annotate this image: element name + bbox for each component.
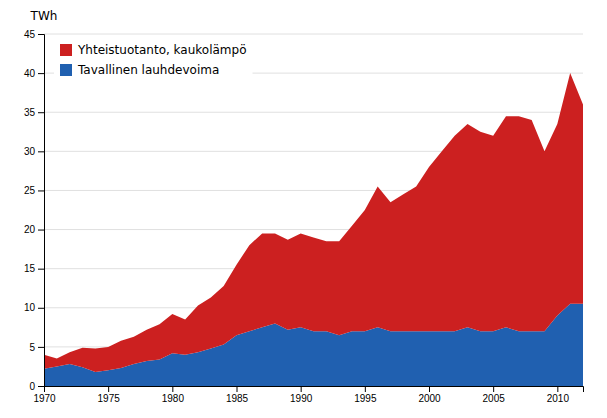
y-tick: 20: [24, 224, 44, 235]
legend-item: Yhteistuotanto, kaukolämpö: [60, 43, 247, 57]
chart: 1970 1975 1980 1985 1990 1995 2000 2005 2010 0 5 10…: [0, 0, 607, 418]
grid-line: [44, 112, 583, 113]
x-tick-label: 1975: [98, 393, 121, 404]
y-tick: 35: [24, 107, 44, 118]
x-tick: 2000: [418, 386, 441, 404]
y-tick: 40: [24, 68, 44, 79]
x-tick: 2005: [483, 386, 506, 404]
x-tick-mark: [172, 386, 173, 392]
y-tick-label: 45: [24, 29, 36, 40]
y-tick: 0: [29, 381, 44, 392]
x-axis-line: [45, 387, 584, 393]
y-tick-mark: [38, 386, 44, 387]
y-tick: 5: [29, 342, 44, 353]
x-tick-label: 1980: [162, 393, 185, 404]
y-axis: 0 5 10 15 20 25 30 35 40 45: [24, 29, 45, 392]
y-tick-label: 35: [24, 107, 36, 118]
y-tick-label: 5: [29, 342, 35, 353]
y-tick-mark: [38, 151, 44, 152]
y-tick-mark: [38, 308, 44, 309]
legend-swatch: [60, 64, 72, 76]
x-tick-mark: [108, 386, 109, 392]
y-tick-label: 40: [24, 68, 36, 79]
y-tick-label: 20: [24, 224, 36, 235]
y-tick: 25: [24, 185, 44, 196]
x-tick-mark: [365, 386, 366, 392]
legend-background: [54, 39, 253, 81]
legend-label: Tavallinen lauhdevoima: [77, 63, 219, 77]
x-tick: 1970: [33, 386, 56, 404]
y-tick-mark: [38, 230, 44, 231]
areas: [44, 73, 583, 386]
y-tick-mark: [38, 73, 44, 74]
x-tick-label: 1970: [33, 393, 56, 404]
y-axis-title: TWh: [30, 9, 58, 23]
y-tick-mark: [38, 347, 44, 348]
legend-label: Yhteistuotanto, kaukolämpö: [77, 43, 247, 57]
grid-line: [44, 34, 583, 35]
area: [44, 73, 583, 372]
x-tick-mark: [301, 386, 302, 392]
plot: 1970 1975 1980 1985 1990 1995 2000 2005 2010 0 5 10…: [24, 29, 584, 404]
y-tick-mark: [38, 34, 44, 35]
x-tick-mark: [493, 386, 494, 392]
y-tick-label: 25: [24, 185, 36, 196]
grid: [44, 34, 583, 386]
legend-swatch: [60, 44, 72, 56]
x-axis: 1970 1975 1980 1985 1990 1995 2000 2005 2010: [33, 386, 583, 404]
y-axis-line: [38, 35, 45, 387]
x-tick: 1990: [290, 386, 313, 404]
y-tick: 15: [24, 263, 44, 274]
x-tick: 1985: [226, 386, 249, 404]
x-tick: 1980: [162, 386, 185, 404]
x-tick-mark: [557, 386, 558, 392]
legend: Yhteistuotanto, kaukolämpö Tavallinen lau…: [54, 39, 253, 81]
x-tick-label: 1995: [354, 393, 377, 404]
legend-item: Tavallinen lauhdevoima: [60, 63, 219, 77]
y-tick-mark: [38, 112, 44, 113]
y-tick-mark: [38, 269, 44, 270]
x-tick-mark: [237, 386, 238, 392]
x-tick-label: 1985: [226, 393, 249, 404]
y-tick-label: 30: [24, 146, 36, 157]
y-tick-label: 15: [24, 263, 36, 274]
x-tick-mark: [429, 386, 430, 392]
x-tick-label: 2010: [547, 393, 570, 404]
x-tick-label: 1990: [290, 393, 313, 404]
y-tick: 10: [24, 302, 44, 313]
x-tick-label: 2005: [483, 393, 506, 404]
x-tick: 1995: [354, 386, 377, 404]
x-tick-label: 2000: [418, 393, 441, 404]
x-tick: 2010: [547, 386, 570, 404]
y-tick: 30: [24, 146, 44, 157]
y-tick-label: 0: [29, 381, 35, 392]
y-tick: 45: [24, 29, 44, 40]
y-tick-label: 10: [24, 302, 36, 313]
y-tick-mark: [38, 190, 44, 191]
x-tick: 1975: [98, 386, 121, 404]
